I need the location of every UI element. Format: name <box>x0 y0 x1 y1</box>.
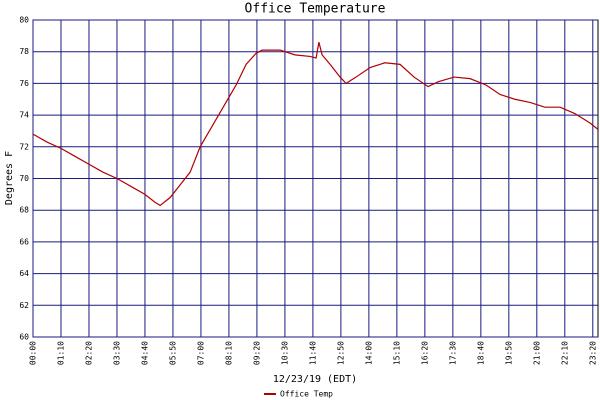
y-tick-label: 76 <box>19 79 29 88</box>
x-tick-label: 04:40 <box>140 341 149 365</box>
x-tick-label: 21:00 <box>532 341 541 365</box>
x-tick-label: 18:40 <box>476 341 485 365</box>
y-tick-label: 74 <box>19 111 29 120</box>
x-tick-label: 03:30 <box>112 341 121 365</box>
y-tick-label: 60 <box>19 333 29 342</box>
y-axis-label: Degrees F <box>4 151 15 205</box>
y-tick-label: 70 <box>19 174 29 183</box>
x-tick-label: 17:30 <box>448 341 457 365</box>
x-tick-label: 01:10 <box>56 341 65 365</box>
x-tick-label: 22:10 <box>560 341 569 365</box>
x-tick-label: 11:40 <box>308 341 317 365</box>
x-tick-label: 16:20 <box>420 341 429 365</box>
x-tick-label: 10:30 <box>280 341 289 365</box>
x-tick-label: 23:20 <box>588 341 597 365</box>
x-tick-label: 00:00 <box>29 341 38 365</box>
x-tick-label: 02:20 <box>84 341 93 365</box>
x-tick-label: 09:20 <box>252 341 261 365</box>
chart-title: Office Temperature <box>245 2 386 17</box>
x-tick-label: 15:10 <box>392 341 401 365</box>
x-tick-label: 07:00 <box>196 341 205 365</box>
y-tick-label: 68 <box>19 206 29 215</box>
legend-label: Office Temp <box>280 390 333 399</box>
y-tick-label: 72 <box>19 142 29 151</box>
x-tick-label: 05:50 <box>168 341 177 365</box>
x-axis-label: 12/23/19 (EDT) <box>273 374 357 385</box>
y-tick-label: 64 <box>19 269 29 278</box>
x-tick-label: 14:00 <box>364 341 373 365</box>
y-tick-label: 66 <box>19 237 29 246</box>
x-tick-label: 12:50 <box>336 341 345 365</box>
x-tick-label: 08:10 <box>224 341 233 365</box>
y-tick-label: 80 <box>19 16 29 25</box>
y-tick-label: 78 <box>19 47 29 56</box>
x-tick-label: 19:50 <box>504 341 513 365</box>
y-tick-label: 62 <box>19 301 29 310</box>
data-line <box>32 42 599 207</box>
